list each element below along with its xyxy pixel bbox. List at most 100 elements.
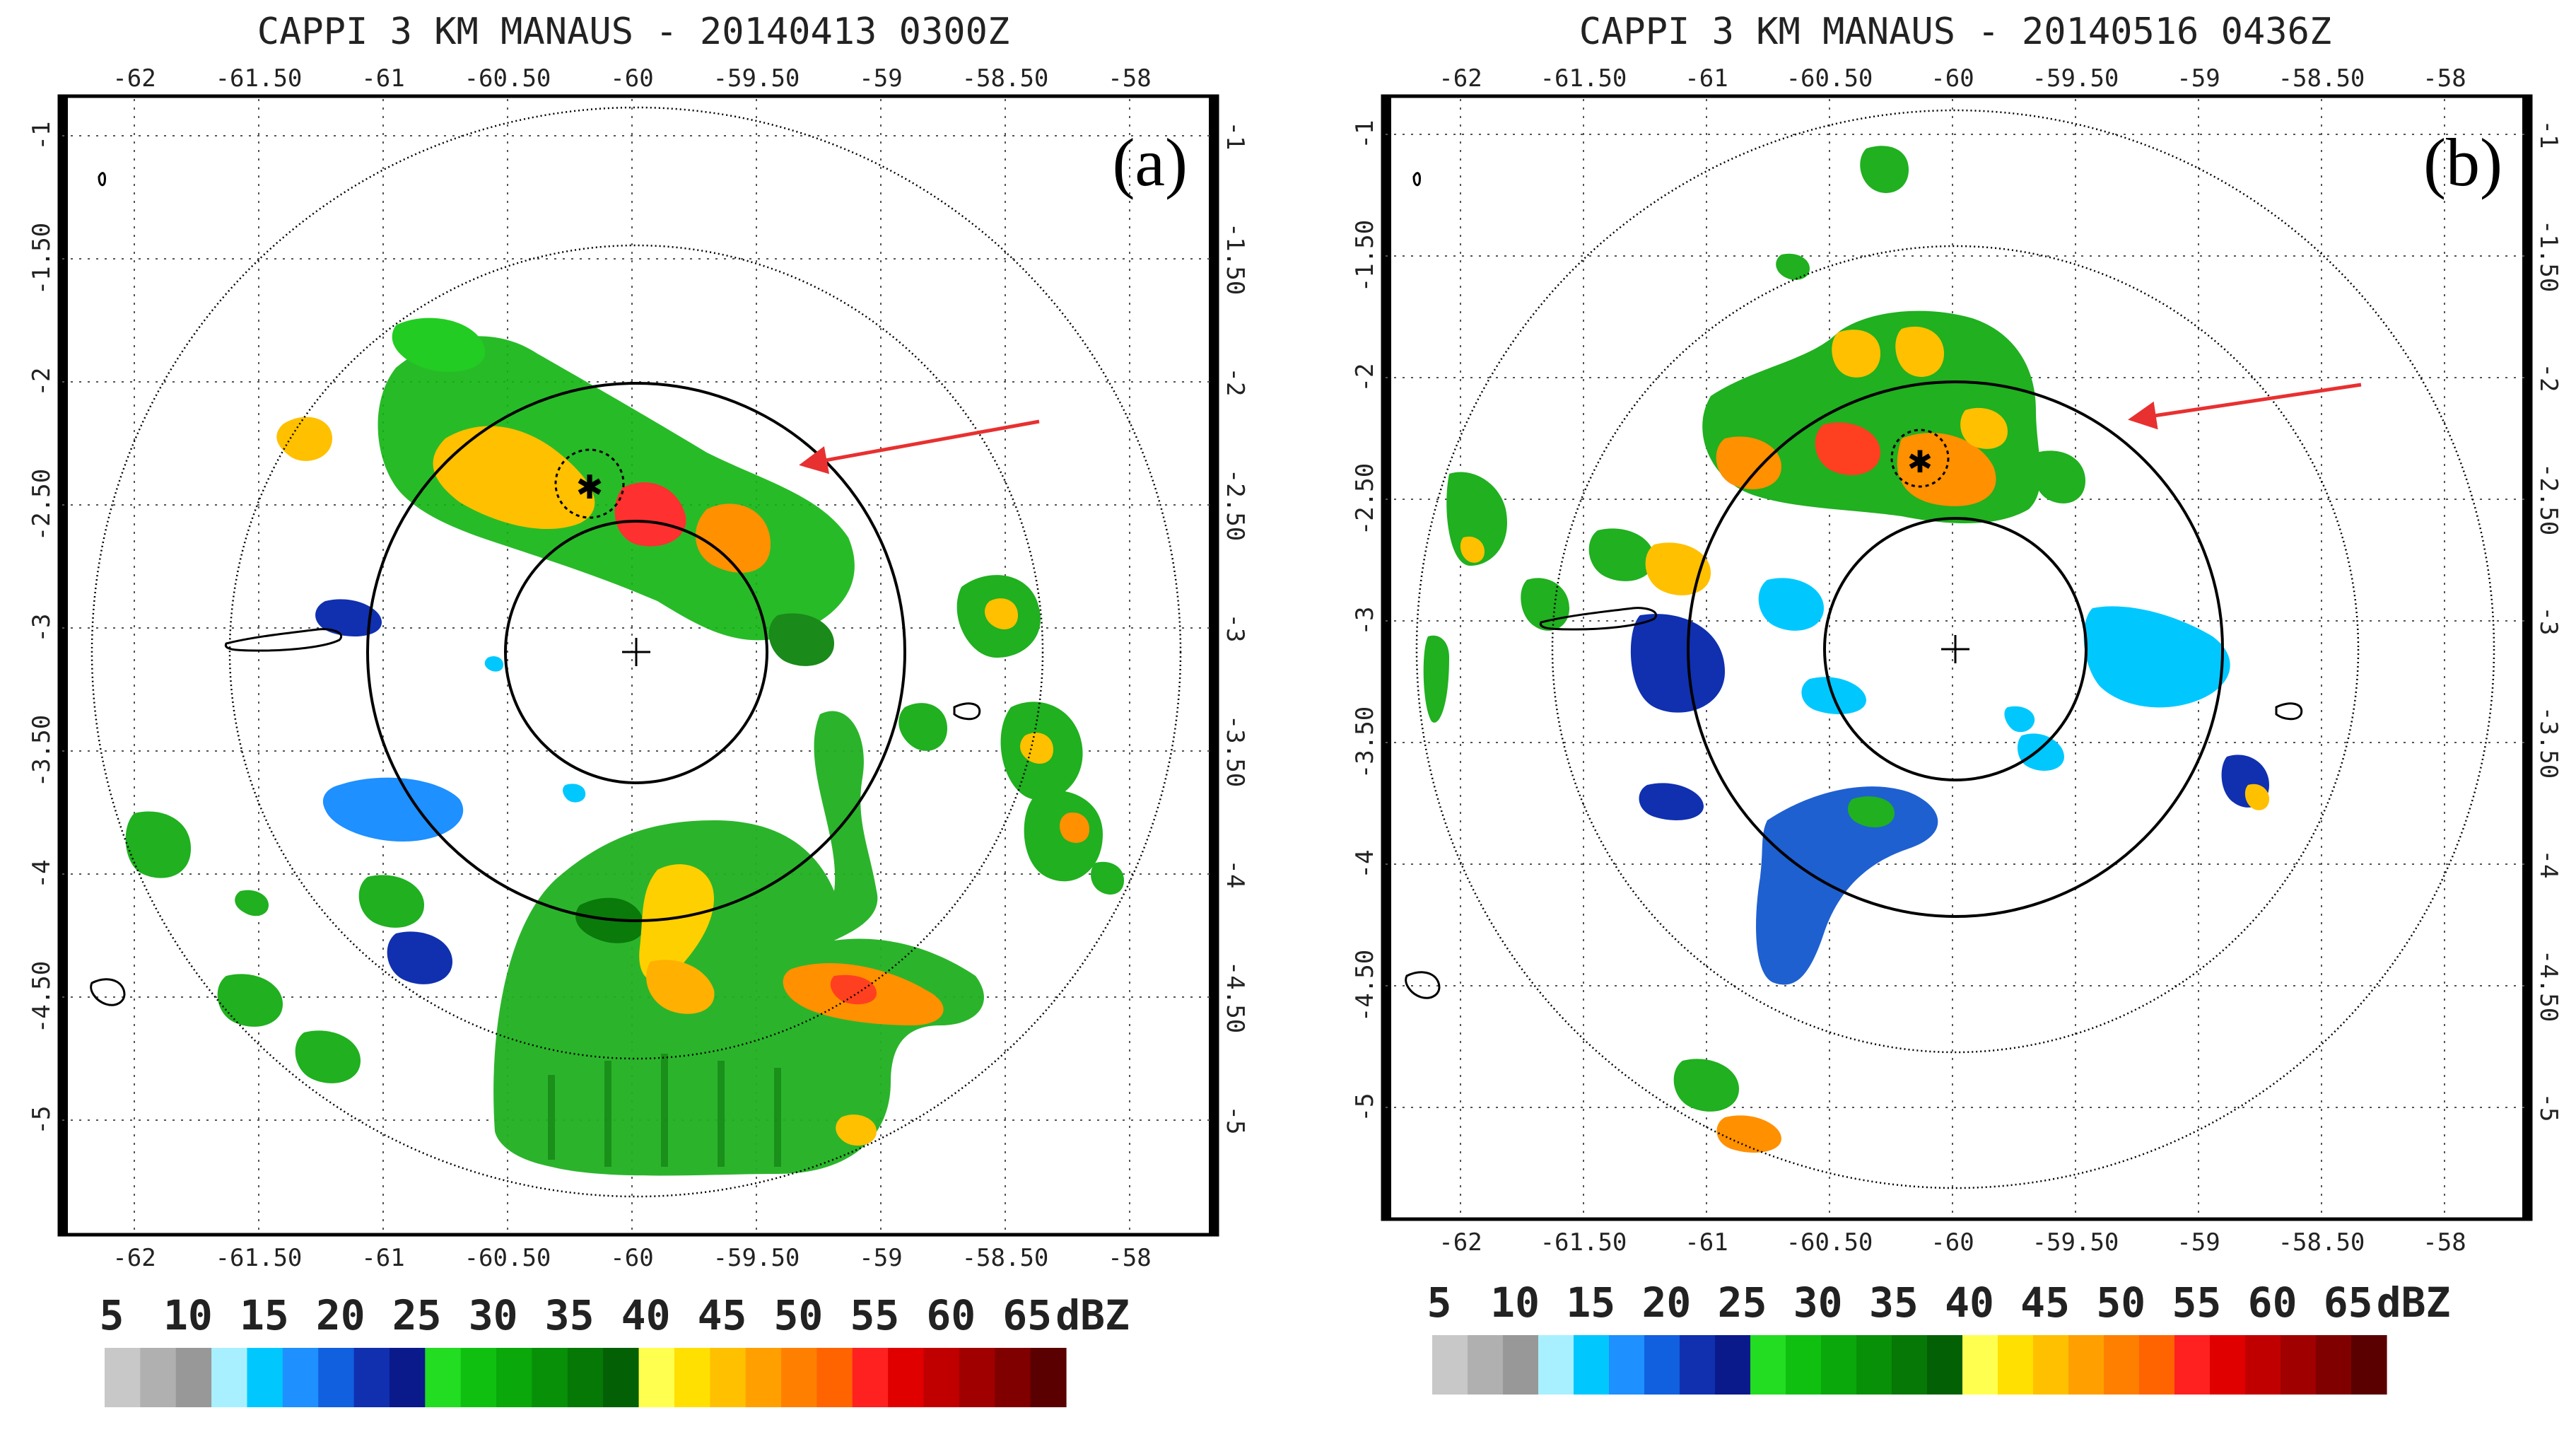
panel-b-bottom-tick: -60 [1931,1228,1974,1257]
panel-b-top-tick: -59 [2177,64,2220,93]
panel-b-left-tick: -3 [1351,607,1379,636]
colorscale-swatch [140,1348,177,1407]
colorscale-swatch [2281,1335,2317,1395]
panel-b-title: CAPPI 3 KM MANAUS - 20140516 0436Z [1579,11,2331,53]
colorscale-swatch [710,1348,747,1407]
colorscale-swatch [1715,1335,1751,1395]
panel-a-top-ticks: -62 -61.50 -61 -60.50 -60 -59.50 -59 -58… [112,64,1151,93]
colorscale-tick-label: 25 [1718,1279,1767,1327]
colorscale-swatch [1574,1335,1610,1395]
panel-a-grid [62,99,1214,1232]
panel-b-right-tick: -2.50 [2534,463,2563,535]
panel-b-bottom-tick: -59.50 [2032,1228,2119,1257]
panel-b-bottom-tick: -59 [2177,1228,2220,1257]
panel-b-left-tick: -3.50 [1351,706,1379,779]
panel-b-left-tick: -2.50 [1351,463,1379,535]
colorscale-swatch [674,1348,710,1407]
panel-a-bottom-ticks: -62 -61.50 -61 -60.50 -60 -59.50 -59 -58… [112,1244,1151,1272]
panel-b-grid [1386,99,2528,1216]
panel-a-frame-left-bar [59,96,68,1235]
panel-b-radar-center [1941,635,1969,663]
panel-b-bottom-ticks: -62 -61.50 -61 -60.50 -60 -59.50 -59 -58… [1439,1228,2466,1257]
panel-a-left-ticks: -1 -1.50 -2 -2.50 -3 -3.50 -4 -4.50 -5 [28,122,56,1135]
panel-b-right-tick: -2 [2534,363,2563,392]
panel-b-echoes [1423,146,2269,1153]
colorscale-swatch [496,1348,533,1407]
panel-a-top-tick: -58 [1108,64,1151,93]
panel-a-radar-center [622,638,650,666]
panel-a-frame-right-bar [1209,96,1217,1235]
colorscale-tick-label: 60 [926,1291,976,1339]
panel-a-right-tick: -1 [1221,122,1249,151]
panel-b-top-tick: -62 [1439,64,1482,93]
panel-a-top-tick: -60 [610,64,653,93]
panel-a-bottom-tick: -59 [859,1244,902,1272]
panel-a-echo-south-mass [493,711,984,1176]
panel-a-top-tick: -59 [859,64,902,93]
panel-b-right-tick: -4 [2534,850,2563,879]
panel-a-right-tick: -2 [1221,368,1249,397]
panel-b-storm-marker: ✱ [1890,429,1950,488]
colorscale-tick-label: 65 [1002,1291,1052,1339]
panel-b-left-ticks: -1 -1.50 -2 -2.50 -3 -3.50 -4 -4.50 -5 [1351,120,1379,1122]
panel-a-bottom-tick: -60.50 [464,1244,551,1272]
colorscale-swatch [2316,1335,2352,1395]
colorscale-tick-label: 55 [850,1291,899,1339]
colorscale-swatch [1680,1335,1716,1395]
colorscale-tick-label: 35 [1869,1279,1919,1327]
panel-b-left-tick: -4 [1351,850,1379,879]
panel-b-range-rings [1415,109,2495,1189]
panel-a-label: (a) [1112,124,1188,200]
panel-a-left-tick: -1.50 [28,223,56,295]
panel-a-top-tick: -60.50 [464,64,551,93]
colorscale-swatch [2139,1335,2175,1395]
colorscale-tick-label: 5 [100,1291,124,1339]
panel-b-left-tick: -4.50 [1351,950,1379,1022]
panel-b-colorscale: 5 10 15 20 25 30 35 40 45 50 55 60 65 dBZ [1427,1279,2450,1395]
panel-a: CAPPI 3 KM MANAUS - 20140413 0300Z [28,11,1249,1407]
panel-b-bottom-tick: -61.50 [1540,1228,1627,1257]
colorscale-swatch [282,1348,319,1407]
panel-a-right-tick: -3.50 [1221,715,1249,787]
colorscale-swatch [2033,1335,2069,1395]
colorscale-tick-label: 5 [1427,1279,1452,1327]
colorscale-tick-label: 55 [2172,1279,2221,1327]
colorscale-tick-label: 40 [1945,1279,1994,1327]
panel-a-left-tick: -3 [28,614,56,643]
panel-b-right-ticks: -1 -1.50 -2 -2.50 -3 -3.50 -4 -4.50 -5 [2534,120,2563,1122]
colorscale-swatch [567,1348,604,1407]
panel-a-colorscale: 5 10 15 20 25 30 35 40 45 50 55 60 65 dBZ [100,1291,1130,1407]
colorscale-swatch [923,1348,960,1407]
colorscale-swatch [1927,1335,1963,1395]
panel-b-left-tick: -1.50 [1351,220,1379,292]
panel-b-bottom-tick: -58 [2423,1228,2466,1257]
panel-b-top-tick: -61.50 [1540,64,1627,93]
panel-b-right-tick: -1 [2534,120,2563,149]
panel-a-bottom-tick: -59.50 [713,1244,800,1272]
colorscale-tick-label: 30 [469,1291,518,1339]
panel-a-top-tick: -58.50 [962,64,1049,93]
colorscale-tick-label: 15 [240,1291,289,1339]
colorscale-swatch [1856,1335,1892,1395]
colorscale-swatch [1538,1335,1574,1395]
colorscale-swatch [2245,1335,2281,1395]
panel-a-bottom-tick: -58.50 [962,1244,1049,1272]
colorscale-swatch [1750,1335,1786,1395]
colorscale-swatch [1644,1335,1680,1395]
panel-b-red-arrow [2128,383,2362,430]
panel-a-red-arrow [799,419,1040,475]
panel-a-storm-marker: ✱ [554,448,625,519]
panel-b-top-tick: -61 [1685,64,1728,93]
colorscale-tick-label: 10 [163,1291,213,1339]
colorscale-tick-label: 20 [1641,1279,1691,1327]
colorscale-swatch [2210,1335,2246,1395]
colorscale-swatch [532,1348,568,1407]
colorscale-swatch [638,1348,675,1407]
panel-a-bottom-tick: -61.50 [216,1244,303,1272]
panel-b-frame-left-bar [1383,96,1391,1219]
panel-b-left-tick: -2 [1351,363,1379,392]
colorscale-tick-label: 25 [392,1291,442,1339]
panel-a-top-tick: -59.50 [713,64,800,93]
colorscale-swatch [105,1348,141,1407]
